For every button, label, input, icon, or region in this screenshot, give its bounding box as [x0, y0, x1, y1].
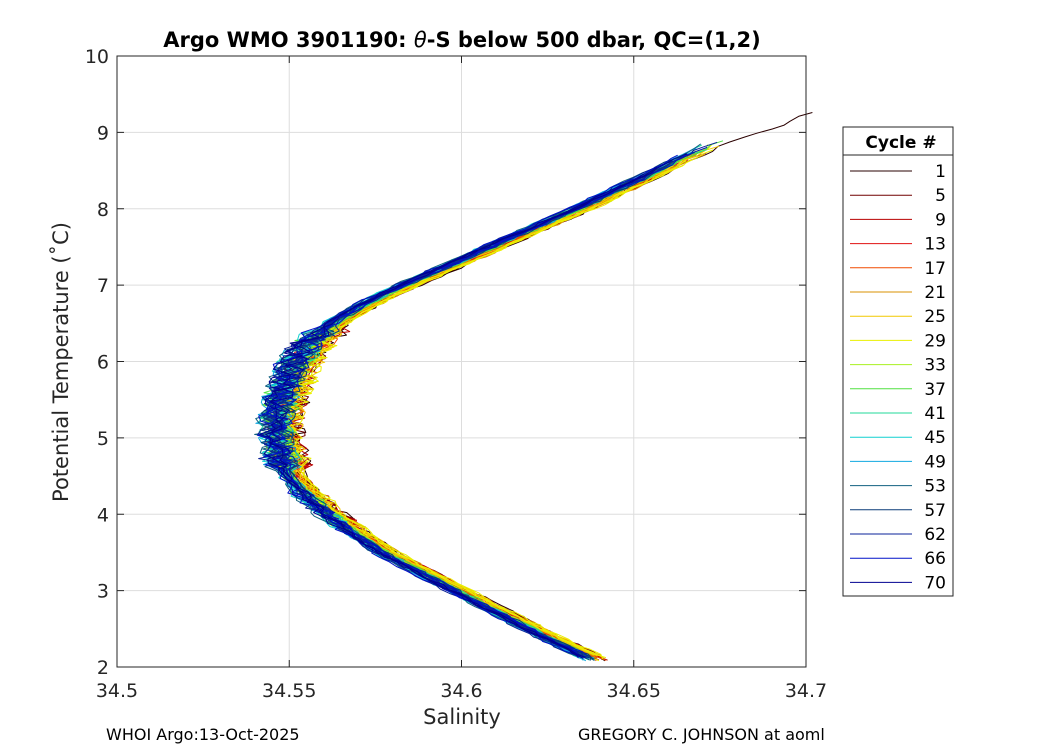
footer-credit-date: WHOI Argo:13-Oct-2025 — [106, 725, 300, 744]
profile-cycle-line — [267, 173, 645, 657]
chart-title-theta: θ — [414, 28, 427, 52]
legend-label: 41 — [924, 404, 946, 424]
legend-label: 37 — [924, 380, 946, 400]
y-tick-label: 10 — [85, 46, 109, 68]
legend-label: 57 — [924, 501, 946, 521]
legend-label: 29 — [924, 331, 946, 351]
profile-cycle-line — [274, 160, 687, 659]
legend-label: 66 — [924, 549, 946, 569]
legend-title: Cycle # — [865, 133, 936, 153]
legend-label: 33 — [924, 356, 946, 376]
y-tick-label: 8 — [97, 199, 109, 221]
legend: Cycle # 1 5 9 13 17 21 25 29 33 37 41 45 49 53 57 62 66 7… — [842, 126, 954, 597]
y-tick-label: 6 — [97, 352, 109, 374]
legend-box — [842, 126, 954, 597]
legend-label: 49 — [924, 452, 946, 472]
legend-label: 45 — [924, 428, 946, 448]
profile-cycle-line — [259, 166, 657, 658]
y-tick-label: 9 — [97, 122, 109, 144]
legend-label: 5 — [935, 186, 946, 206]
y-axis-label: Potential Temperature (˚C) — [49, 222, 73, 502]
legend-items: 1 5 9 13 17 21 25 29 33 37 41 45 49 53 57 62 66 70 — [850, 162, 946, 593]
y-tick-label: 3 — [97, 581, 109, 603]
chart-title-suffix: -S below 500 dbar, QC=(1,2) — [427, 28, 761, 52]
x-tick-label: 34.6 — [440, 680, 482, 702]
x-axis-label: Salinity — [423, 705, 501, 729]
profile-cycle-line — [266, 177, 639, 659]
x-tick-label: 34.55 — [262, 680, 316, 702]
legend-label: 17 — [924, 259, 946, 279]
chart-title: Argo WMO 3901190: θ-S below 500 dbar, QC… — [163, 28, 760, 52]
legend-label: 9 — [935, 210, 946, 230]
chart-title-prefix: Argo WMO 3901190: — [163, 28, 414, 52]
y-tick-label: 2 — [97, 657, 109, 679]
x-tick-label: 34.7 — [785, 680, 827, 702]
x-tick-label: 34.65 — [607, 680, 661, 702]
plot-frame — [116, 55, 807, 668]
profile-cycle-line — [257, 154, 678, 659]
legend-label: 70 — [924, 573, 946, 593]
legend-label: 21 — [924, 283, 946, 303]
footer-author: GREGORY C. JOHNSON at aoml — [578, 725, 825, 744]
x-tick-label: 34.5 — [96, 680, 138, 702]
legend-label: 62 — [924, 525, 946, 545]
data-series — [254, 112, 813, 662]
y-tick-label: 7 — [97, 275, 109, 297]
axis-ticks: 34.5 34.55 34.6 34.65 34.7 2 3 4 5 6 7 8 9 10 — [85, 46, 827, 702]
legend-label: 25 — [924, 307, 946, 327]
profile-cycle-line — [277, 184, 643, 660]
y-tick-label: 4 — [97, 504, 109, 526]
legend-label: 53 — [924, 477, 946, 497]
legend-label: 1 — [935, 162, 946, 182]
y-tick-label: 5 — [97, 428, 109, 450]
legend-label: 13 — [924, 235, 946, 255]
